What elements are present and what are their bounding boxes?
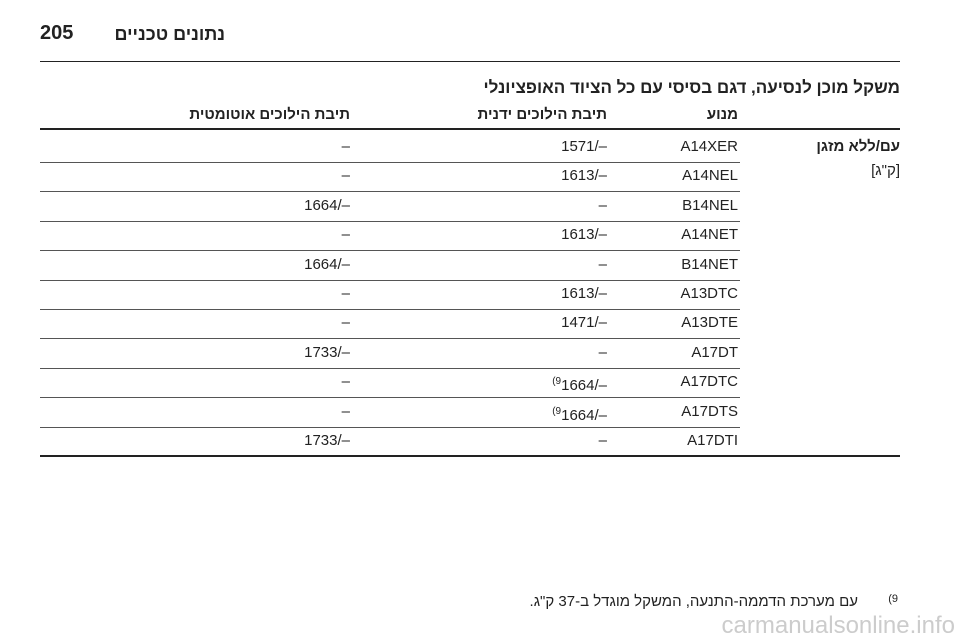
footnote-marker: (9 <box>888 593 898 605</box>
engine-cell: A13DTC <box>680 285 738 302</box>
manual-cell: 1613/– <box>561 226 607 244</box>
header-title: נתונים טכניים <box>114 24 225 44</box>
manual-cell: – <box>599 432 607 450</box>
column-header: תיבת הילוכים ידנית <box>477 106 607 123</box>
engine-cell: B14NEL <box>682 196 738 214</box>
manual-cell: – <box>599 197 607 215</box>
footnote-text: עם מערכת הדממה-התנעה, המשקל מוגדל ב-37 ק… <box>529 593 858 610</box>
footnote-ref: (9 <box>552 405 562 417</box>
column-header: מנוע <box>706 106 738 123</box>
manual-value: 1664/– <box>561 377 607 395</box>
manual-cell: – <box>599 256 607 274</box>
column-header: תיבת הילוכים אוטומטית <box>189 106 350 123</box>
row-separator <box>40 220 740 222</box>
manual-cell: 1471/– <box>561 314 607 332</box>
auto-cell: – <box>341 314 350 332</box>
auto-cell: 1664/– <box>304 255 350 273</box>
auto-cell: – <box>341 226 350 244</box>
engine-cell: A17DTC <box>680 373 738 391</box>
manual-cell: (91664/– <box>552 373 607 395</box>
rule <box>40 61 900 62</box>
auto-cell: – <box>341 138 350 155</box>
auto-cell: – <box>341 373 350 391</box>
engine-cell: A14XER <box>680 138 738 155</box>
auto-cell: 1664/– <box>304 196 350 214</box>
engine-cell: A17DT <box>691 343 738 361</box>
engine-cell: B14NET <box>681 255 738 273</box>
manual-cell: 1613/– <box>561 167 607 185</box>
row-separator <box>40 162 740 163</box>
manual-value: – <box>598 196 607 214</box>
auto-cell: 1733/– <box>304 432 350 449</box>
manual-value: 1613/– <box>561 167 607 185</box>
section-title: משקל מוכן לנסיעה, דגם בסיסי עם כל הציוד … <box>483 78 900 97</box>
row-separator <box>40 309 740 310</box>
rule <box>40 128 900 130</box>
manual-value: – <box>598 255 607 273</box>
auto-cell: – <box>341 285 350 302</box>
row-separator <box>40 279 740 281</box>
manual-cell: 1571/– <box>561 138 607 156</box>
manual-value: – <box>598 343 607 361</box>
manual-cell: – <box>599 344 607 362</box>
auto-cell: – <box>341 402 350 420</box>
manual-value: 1571/– <box>561 138 607 155</box>
engine-cell: A17DTI <box>687 432 738 449</box>
auto-cell: – <box>341 167 350 185</box>
auto-cell: 1733/– <box>304 343 350 361</box>
manual-value: 1613/– <box>561 226 607 244</box>
engine-cell: A14NEL <box>682 167 738 185</box>
manual-value: 1471/– <box>561 314 607 332</box>
unit: [ק"ג] <box>871 162 900 179</box>
engine-cell: A13DTE <box>681 314 738 332</box>
manual-value: 1664/– <box>561 406 607 424</box>
row-separator <box>40 250 740 252</box>
engine-cell: A17DTS <box>681 402 738 420</box>
row-separator <box>40 367 740 369</box>
engine-cell: A14NET <box>681 226 738 244</box>
row-separator <box>40 191 740 193</box>
row-separator <box>40 426 740 428</box>
row-separator <box>40 338 740 340</box>
row-separator <box>40 397 740 399</box>
page-number: 205 <box>40 22 74 44</box>
manual-cell: (91664/– <box>552 403 607 425</box>
manual-value: – <box>598 432 607 449</box>
footnote-ref: (9 <box>552 376 562 388</box>
rule <box>40 455 900 457</box>
manual-cell: 1613/– <box>561 285 607 303</box>
manual-value: 1613/– <box>561 285 607 302</box>
row-label: עם/ללא מזגן <box>816 138 900 155</box>
watermark: carmanualsonline.info <box>721 612 955 639</box>
